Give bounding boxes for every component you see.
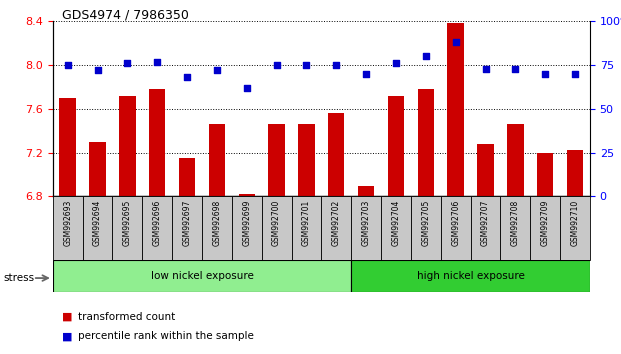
Bar xyxy=(119,96,135,196)
Text: low nickel exposure: low nickel exposure xyxy=(150,271,253,281)
Point xyxy=(271,62,281,68)
FancyBboxPatch shape xyxy=(202,196,232,260)
Bar xyxy=(507,124,524,196)
FancyBboxPatch shape xyxy=(112,196,142,260)
Point xyxy=(481,66,491,72)
Bar xyxy=(268,124,285,196)
Bar xyxy=(537,153,553,196)
Text: percentile rank within the sample: percentile rank within the sample xyxy=(78,331,253,341)
Bar xyxy=(388,96,404,196)
Bar xyxy=(179,158,195,196)
Bar xyxy=(358,185,374,196)
Point xyxy=(93,68,102,73)
Bar xyxy=(478,144,494,196)
Point xyxy=(391,61,401,66)
Text: GSM992701: GSM992701 xyxy=(302,200,311,246)
Bar xyxy=(567,150,583,196)
Text: GSM992702: GSM992702 xyxy=(332,200,341,246)
Point xyxy=(122,61,132,66)
Bar xyxy=(238,194,255,196)
Point xyxy=(540,71,550,76)
Point xyxy=(510,66,520,72)
Bar xyxy=(448,23,464,196)
FancyBboxPatch shape xyxy=(232,196,261,260)
FancyBboxPatch shape xyxy=(471,196,501,260)
Text: GSM992697: GSM992697 xyxy=(183,200,191,246)
Point xyxy=(332,62,342,68)
Point xyxy=(182,74,192,80)
Bar xyxy=(328,113,345,196)
FancyBboxPatch shape xyxy=(501,196,530,260)
FancyBboxPatch shape xyxy=(53,196,83,260)
Text: GSM992699: GSM992699 xyxy=(242,200,252,246)
Text: GSM992708: GSM992708 xyxy=(511,200,520,246)
Text: GSM992696: GSM992696 xyxy=(153,200,161,246)
Text: GSM992707: GSM992707 xyxy=(481,200,490,246)
FancyBboxPatch shape xyxy=(291,196,322,260)
Bar xyxy=(209,124,225,196)
Text: transformed count: transformed count xyxy=(78,312,175,322)
Text: GSM992703: GSM992703 xyxy=(361,200,371,246)
Text: stress: stress xyxy=(3,273,34,283)
Text: GSM992693: GSM992693 xyxy=(63,200,72,246)
FancyBboxPatch shape xyxy=(441,196,471,260)
Text: GSM992704: GSM992704 xyxy=(391,200,401,246)
Bar xyxy=(298,124,315,196)
Text: GSM992705: GSM992705 xyxy=(421,200,430,246)
Point xyxy=(301,62,311,68)
FancyBboxPatch shape xyxy=(322,196,351,260)
Point xyxy=(421,53,431,59)
Point xyxy=(212,68,222,73)
Text: GSM992694: GSM992694 xyxy=(93,200,102,246)
FancyBboxPatch shape xyxy=(530,196,560,260)
FancyBboxPatch shape xyxy=(351,196,381,260)
FancyBboxPatch shape xyxy=(83,196,112,260)
Text: GSM992709: GSM992709 xyxy=(541,200,550,246)
Bar xyxy=(417,89,434,196)
Point xyxy=(361,71,371,76)
Text: ■: ■ xyxy=(62,331,73,341)
Point xyxy=(570,71,580,76)
FancyBboxPatch shape xyxy=(142,196,172,260)
Text: GSM992706: GSM992706 xyxy=(451,200,460,246)
Bar xyxy=(149,89,165,196)
Bar xyxy=(89,142,106,196)
Text: GSM992710: GSM992710 xyxy=(571,200,579,246)
FancyBboxPatch shape xyxy=(560,196,590,260)
Text: GDS4974 / 7986350: GDS4974 / 7986350 xyxy=(62,9,189,22)
FancyBboxPatch shape xyxy=(172,196,202,260)
Text: GSM992698: GSM992698 xyxy=(212,200,222,246)
FancyBboxPatch shape xyxy=(351,260,590,292)
Text: GSM992700: GSM992700 xyxy=(272,200,281,246)
FancyBboxPatch shape xyxy=(411,196,441,260)
FancyBboxPatch shape xyxy=(381,196,411,260)
Point xyxy=(451,39,461,45)
Text: GSM992695: GSM992695 xyxy=(123,200,132,246)
Point xyxy=(152,59,162,64)
Point xyxy=(242,85,252,91)
Text: ■: ■ xyxy=(62,312,73,322)
FancyBboxPatch shape xyxy=(261,196,291,260)
FancyBboxPatch shape xyxy=(53,260,351,292)
Point xyxy=(63,62,73,68)
Text: high nickel exposure: high nickel exposure xyxy=(417,271,525,281)
Bar xyxy=(60,98,76,196)
